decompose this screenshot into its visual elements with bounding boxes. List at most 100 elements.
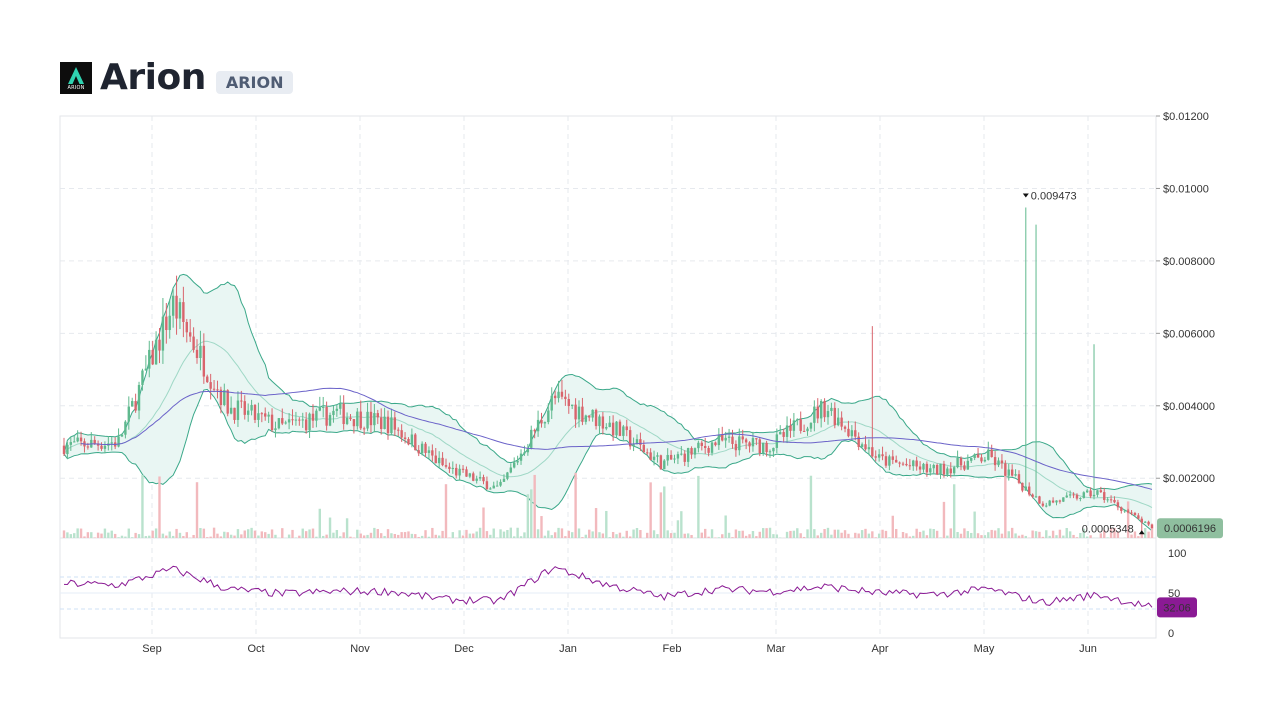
volume-bar (69, 534, 73, 538)
volume-bar (1099, 533, 1103, 538)
candle-body (966, 460, 970, 470)
volume-bar (775, 534, 779, 538)
volume-bar (209, 536, 212, 538)
volume-bar (980, 535, 983, 538)
volume-bar (785, 531, 789, 538)
volume-bar (799, 533, 802, 538)
volume-bar (444, 484, 448, 538)
candle-body (830, 407, 833, 412)
candle-body (117, 436, 120, 447)
candle-body (291, 419, 294, 421)
volume-bar (1085, 536, 1089, 538)
candle-body (287, 419, 291, 423)
volume-bar (809, 475, 813, 538)
volume-bar (502, 531, 506, 538)
band-fill (64, 274, 1152, 531)
volume-bar (226, 532, 229, 538)
candle-body (591, 409, 594, 418)
candle-body (397, 429, 400, 431)
candle-body (407, 438, 410, 445)
volume-bar (369, 532, 373, 538)
candle-body (738, 436, 741, 451)
volume-bar (274, 534, 277, 538)
candle-body (161, 316, 165, 351)
candle-body (315, 410, 318, 421)
candle-body (1024, 486, 1028, 491)
candle-body (659, 455, 663, 470)
candle-body (308, 413, 311, 431)
volume-bar (830, 534, 833, 538)
candle-body (680, 453, 683, 455)
low-marker (1138, 530, 1145, 535)
volume-bar (90, 532, 93, 538)
candle-body (802, 430, 806, 432)
candle-body (1106, 499, 1109, 501)
volume-bar (1055, 535, 1058, 538)
volume-bar (151, 530, 154, 538)
candle-body (987, 449, 990, 460)
volume-bar (356, 529, 359, 538)
candle-body (543, 422, 547, 424)
volume-bar (1068, 531, 1072, 538)
volume-bar (342, 532, 345, 538)
candle-body (1150, 524, 1154, 529)
coin-header: ARION Arion ARION (60, 58, 294, 98)
volume-bar (949, 528, 952, 538)
candle-body (912, 460, 915, 467)
candle-body (393, 417, 397, 430)
candle-body (506, 472, 509, 479)
volume-bar (134, 532, 137, 538)
volume-bar (103, 528, 107, 538)
volume-bar (659, 492, 663, 538)
volume-bar (260, 531, 264, 538)
candle-body (1137, 515, 1140, 519)
candle-body (318, 407, 321, 411)
candle-body (891, 456, 894, 460)
candle-body (526, 447, 530, 453)
volume-bar (731, 537, 734, 538)
candle-body (847, 428, 850, 437)
candle-body (1096, 490, 1099, 495)
volume-bar (1031, 530, 1034, 538)
candle-body (93, 439, 96, 444)
month-label: May (974, 643, 995, 655)
candle-body (62, 445, 66, 455)
volume-bar (1116, 531, 1120, 538)
candle-body (1133, 512, 1137, 516)
candle-body (424, 443, 427, 453)
price-tick-label: $0.002000 (1163, 473, 1215, 485)
volume-bar (871, 531, 874, 538)
volume-bar (76, 528, 79, 538)
candle-body (952, 467, 956, 474)
volume-bar (485, 531, 489, 538)
volume-bar (819, 532, 823, 538)
volume-bar (639, 530, 642, 538)
candle-body (192, 336, 195, 350)
candle-body (110, 442, 113, 444)
candle-body (1065, 495, 1068, 498)
band-lower-line (63, 388, 1153, 532)
candle-body (403, 437, 407, 439)
volume-bar (79, 528, 83, 538)
candle-body (171, 295, 175, 316)
volume-bar (62, 530, 66, 538)
volume-bar (676, 520, 680, 538)
candle-body (717, 434, 721, 446)
volume-bar (738, 530, 741, 538)
candle-body (611, 422, 615, 436)
volume-bar (178, 532, 182, 538)
volume-bar (956, 532, 959, 538)
volume-bar (475, 531, 478, 538)
candle-body (550, 395, 553, 411)
volume-bar (229, 534, 233, 538)
candle-body (519, 453, 523, 461)
volume-bar (683, 533, 686, 538)
volume-bar (427, 536, 431, 538)
volume-bar (161, 533, 165, 538)
volume-bar (107, 532, 110, 538)
candle-body (530, 429, 533, 448)
candle-body (813, 406, 816, 423)
volume-bar (656, 534, 659, 538)
candle-body (1116, 502, 1120, 508)
